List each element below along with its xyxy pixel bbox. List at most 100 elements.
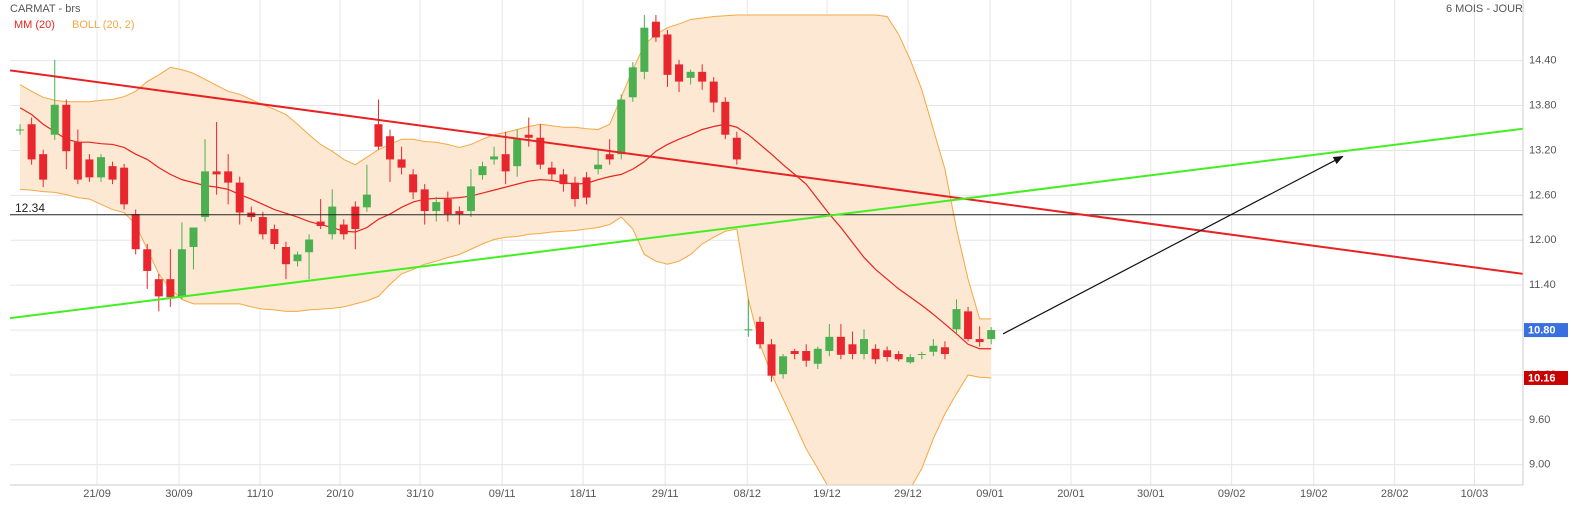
candle-body: [594, 164, 603, 170]
candle-body: [813, 348, 822, 364]
candle-body: [235, 182, 244, 213]
x-tick-label: 11/10: [247, 488, 274, 500]
candle-body: [744, 329, 753, 331]
candle-body: [987, 330, 996, 340]
candle-body: [85, 159, 94, 178]
candle-body: [547, 167, 556, 175]
axes: 9.009.6010.2010.8011.4012.0012.6013.2013…: [83, 55, 1556, 500]
candle-body: [559, 174, 568, 185]
y-tick-label: 13.80: [1529, 99, 1557, 111]
x-tick-label: 28/02: [1381, 488, 1409, 500]
candle-body: [721, 101, 730, 135]
x-tick-label: 08/12: [733, 488, 761, 500]
candle-body: [524, 134, 533, 138]
candle-body: [929, 345, 938, 352]
candle-body: [120, 167, 129, 205]
candle-body: [27, 124, 36, 160]
y-tick-label: 12.60: [1529, 189, 1557, 201]
candle-body: [351, 206, 360, 230]
candle-body: [397, 159, 406, 168]
candle-body: [952, 309, 961, 330]
candle-body: [686, 71, 695, 78]
x-tick-label: 18/11: [570, 488, 597, 500]
candle-body: [906, 357, 915, 363]
x-tick-label: 19/12: [813, 488, 841, 500]
candle-body: [455, 211, 464, 215]
candle-body: [316, 221, 325, 227]
x-tick-label: 20/10: [326, 488, 354, 500]
legend-entry: BOLL (20, 2): [72, 19, 135, 31]
candle-body: [466, 186, 475, 212]
candle-body: [501, 154, 510, 172]
candle-body: [779, 356, 788, 375]
candle-body: [108, 166, 117, 180]
y-tick-label: 9.60: [1529, 414, 1550, 426]
candle-body: [362, 194, 371, 208]
y-tick-label: 12.00: [1529, 234, 1557, 246]
price-marker: [1524, 370, 1568, 385]
candle-body: [917, 354, 926, 356]
candle-body: [374, 124, 383, 147]
y-tick-label: 13.20: [1529, 144, 1557, 156]
candle-body: [293, 254, 302, 262]
x-tick-label: 30/09: [165, 488, 193, 500]
x-tick-label: 31/10: [406, 488, 434, 500]
candle-body: [305, 239, 314, 253]
y-tick-label: 11.40: [1529, 279, 1556, 291]
y-tick-label: 9.00: [1529, 459, 1550, 471]
candle-body: [836, 336, 845, 355]
candle-body: [871, 348, 880, 360]
x-tick-label: 29/12: [894, 488, 922, 500]
candle-body: [617, 99, 626, 155]
candle-body: [651, 21, 660, 38]
trend-line: [10, 69, 1523, 275]
candle-body: [443, 199, 452, 215]
price-marker: [1524, 323, 1568, 338]
x-tick-label: 10/03: [1461, 488, 1489, 500]
candle-body: [640, 27, 649, 72]
candle-body: [328, 206, 337, 235]
chart-title: CARMAT - brs: [10, 3, 81, 15]
candle-body: [883, 350, 892, 358]
candle-body: [96, 157, 105, 178]
candle-body: [675, 64, 684, 82]
level-label: 12.34: [15, 201, 45, 215]
candle-body: [825, 336, 834, 352]
candle-body: [582, 177, 591, 198]
candle-body: [536, 137, 545, 165]
candle-body: [281, 246, 290, 265]
candle-body: [605, 154, 614, 160]
x-tick-label: 09/02: [1218, 488, 1246, 500]
period-label: 6 MOIS - JOUR: [1446, 3, 1523, 15]
candle-body: [964, 311, 973, 340]
candle-body: [386, 136, 395, 160]
candle-body: [189, 227, 198, 247]
candle-body: [848, 344, 857, 355]
candle-body: [755, 321, 764, 345]
candle-body: [860, 339, 869, 355]
candle-body: [420, 189, 429, 212]
candle-body: [767, 344, 776, 376]
plot-area: [10, 14, 1523, 485]
x-tick-label: 20/01: [1057, 488, 1085, 500]
candle-body: [940, 347, 949, 355]
candle-body: [166, 279, 175, 298]
x-tick-label: 29/11: [652, 488, 679, 500]
candle-body: [143, 249, 152, 271]
candle-body: [790, 351, 799, 355]
candle-body: [570, 182, 579, 200]
candle-body: [432, 202, 441, 212]
moving-average: [19, 107, 992, 350]
candle-body: [16, 129, 25, 131]
x-tick-label: 30/01: [1137, 488, 1165, 500]
candle-body: [975, 339, 984, 343]
trend-line: [10, 127, 1523, 320]
candle-body: [62, 104, 71, 152]
x-tick-label: 21/09: [83, 488, 111, 500]
candle-body: [50, 104, 59, 135]
candle-body: [513, 139, 522, 167]
price-marker-label: 10.80: [1528, 324, 1556, 336]
candle-body: [154, 279, 163, 297]
candle-body: [224, 171, 233, 183]
